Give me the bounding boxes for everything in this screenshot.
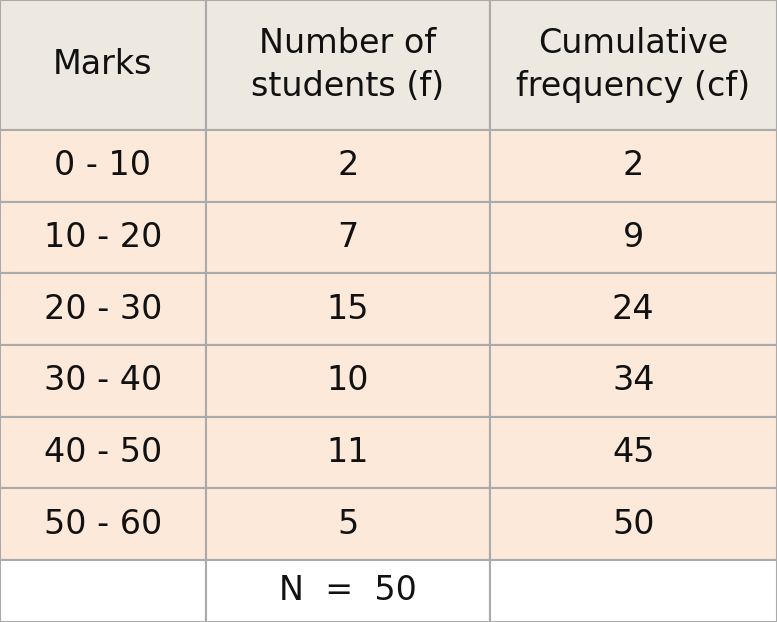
Text: 40 - 50: 40 - 50 (44, 436, 162, 469)
Text: 10: 10 (326, 364, 369, 397)
Bar (490, 130, 777, 202)
Bar (206, 202, 490, 273)
Bar (0, 202, 206, 273)
Text: 10 - 20: 10 - 20 (44, 221, 162, 254)
Text: 50 - 60: 50 - 60 (44, 508, 162, 541)
Text: 0 - 10: 0 - 10 (54, 149, 152, 182)
Text: 34: 34 (612, 364, 654, 397)
Bar (206, 488, 490, 560)
Text: Cumulative
frequency (cf): Cumulative frequency (cf) (516, 27, 751, 103)
Bar (0, 345, 206, 417)
Bar (0, 273, 206, 345)
Bar (490, 417, 777, 488)
Text: 15: 15 (326, 293, 369, 326)
Bar (206, 273, 490, 345)
Text: 2: 2 (337, 149, 358, 182)
Text: 9: 9 (622, 221, 644, 254)
Text: 2: 2 (622, 149, 644, 182)
Text: N  =  50: N = 50 (279, 575, 416, 608)
Bar (206, 560, 490, 622)
Bar (0, 488, 206, 560)
Text: 50: 50 (612, 508, 654, 541)
Bar (490, 488, 777, 560)
Text: Marks: Marks (53, 49, 153, 81)
Text: 20 - 30: 20 - 30 (44, 293, 162, 326)
Text: 11: 11 (326, 436, 369, 469)
Text: 30 - 40: 30 - 40 (44, 364, 162, 397)
Bar (206, 345, 490, 417)
Bar (0, 0, 206, 130)
Bar (490, 273, 777, 345)
Text: 24: 24 (612, 293, 654, 326)
Bar (490, 0, 777, 130)
Bar (0, 417, 206, 488)
Bar (490, 202, 777, 273)
Bar (206, 0, 490, 130)
Bar (490, 560, 777, 622)
Bar (0, 130, 206, 202)
Text: Number of
students (f): Number of students (f) (251, 27, 444, 103)
Bar (490, 345, 777, 417)
Bar (0, 560, 206, 622)
Text: 7: 7 (337, 221, 358, 254)
Text: 45: 45 (612, 436, 654, 469)
Text: 5: 5 (337, 508, 358, 541)
Bar (206, 130, 490, 202)
Bar (206, 417, 490, 488)
